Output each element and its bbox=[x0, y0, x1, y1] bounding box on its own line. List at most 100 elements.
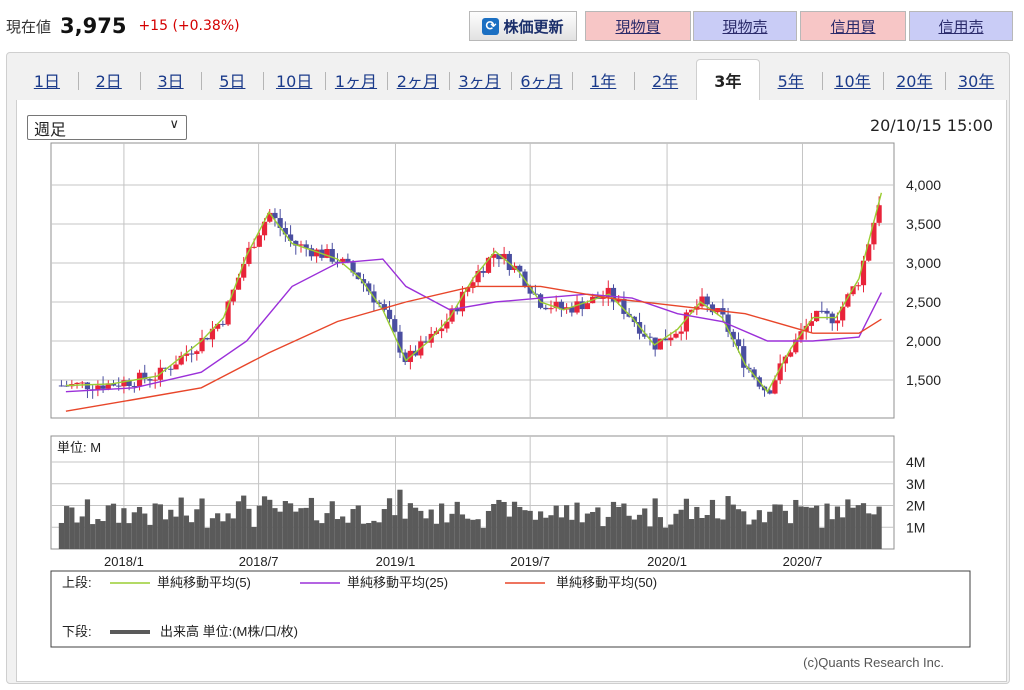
margin-buy-button[interactable]: 信用買 bbox=[800, 11, 906, 41]
volume-bar bbox=[798, 506, 804, 549]
volume-bar bbox=[272, 508, 278, 549]
candle-body bbox=[152, 379, 158, 381]
candle-body bbox=[58, 385, 65, 387]
candle-body bbox=[704, 296, 710, 305]
tab-30y[interactable]: 30年 bbox=[945, 60, 1007, 100]
volume-bar bbox=[793, 499, 799, 549]
candle-body bbox=[350, 262, 356, 273]
tab-10d[interactable]: 10日 bbox=[263, 60, 325, 100]
volume-bar bbox=[95, 519, 101, 549]
volume-bar bbox=[715, 518, 721, 549]
tab-2m[interactable]: 2ヶ月 bbox=[386, 60, 449, 100]
candle-body bbox=[220, 323, 226, 325]
candle-body bbox=[741, 346, 747, 368]
interval-select[interactable]: 週足 ∨ bbox=[27, 115, 187, 140]
volume-bar bbox=[522, 510, 528, 549]
candle-body bbox=[616, 298, 622, 302]
candle-body bbox=[808, 321, 815, 326]
candle-body bbox=[241, 263, 247, 278]
candle-body bbox=[860, 260, 867, 286]
volume-bar bbox=[840, 517, 846, 549]
candle-body bbox=[767, 390, 773, 394]
tab-5y[interactable]: 5年 bbox=[777, 72, 804, 91]
candle-body bbox=[725, 314, 731, 332]
volume-bar bbox=[501, 501, 507, 549]
tab-10y[interactable]: 10年 bbox=[821, 60, 884, 100]
candle-body bbox=[340, 258, 346, 262]
candle-body bbox=[501, 253, 507, 260]
tab-3m[interactable]: 3ヶ月 bbox=[448, 60, 511, 100]
volume-bar bbox=[58, 522, 65, 549]
candle-body bbox=[485, 257, 492, 273]
volume-bar bbox=[782, 510, 788, 549]
volume-bar bbox=[595, 507, 601, 549]
period-tabs: 1日 2日 3日 5日 10日 1ヶ月 2ヶ月 3ヶ月 6ヶ月 1年 2年 3年… bbox=[16, 59, 1007, 100]
volume-bar bbox=[105, 505, 111, 549]
price-tick-label: 3,000 bbox=[906, 255, 941, 271]
candle-body bbox=[855, 285, 861, 287]
candle-body bbox=[584, 303, 591, 310]
candle-body bbox=[683, 312, 690, 332]
candle-body bbox=[147, 379, 153, 381]
interval-select-value: 週足 bbox=[34, 119, 67, 139]
legend-ma50-label: 単純移動平均(50) bbox=[556, 575, 657, 590]
candle-body bbox=[329, 249, 335, 262]
volume-bar bbox=[485, 510, 492, 549]
chart-timestamp: 20/10/15 15:00 bbox=[869, 116, 993, 135]
volume-bar bbox=[407, 503, 413, 549]
volume-bar bbox=[308, 497, 315, 549]
candle-body bbox=[605, 287, 611, 298]
legend-ma5-label: 単純移動平均(5) bbox=[157, 575, 251, 590]
volume-bar bbox=[433, 523, 440, 549]
volume-bar bbox=[470, 519, 476, 549]
candle-body bbox=[496, 254, 502, 260]
candle-body bbox=[324, 249, 330, 258]
volume-bar bbox=[215, 513, 221, 549]
candle-body bbox=[126, 380, 132, 386]
candle-body bbox=[558, 301, 565, 310]
candle-body bbox=[642, 333, 648, 337]
volume-bar bbox=[110, 503, 117, 549]
tab-1d[interactable]: 1日 bbox=[33, 72, 60, 91]
tab-3d[interactable]: 3日 bbox=[139, 60, 202, 100]
volume-bar bbox=[480, 528, 486, 549]
candle-body bbox=[793, 339, 799, 353]
tab-2y[interactable]: 2年 bbox=[634, 60, 696, 100]
volume-bar bbox=[584, 513, 591, 549]
candle-body bbox=[215, 323, 221, 329]
tab-5d[interactable]: 5日 bbox=[201, 60, 263, 100]
volume-bar bbox=[465, 518, 471, 549]
volume-bar bbox=[116, 522, 122, 549]
tab-20y[interactable]: 20年 bbox=[883, 60, 945, 100]
volume-bar bbox=[183, 515, 190, 549]
volume-bar bbox=[324, 513, 330, 549]
tab-1y[interactable]: 1年 bbox=[572, 60, 634, 100]
candle-body bbox=[272, 212, 278, 219]
volume-bar bbox=[246, 508, 252, 549]
candle-body bbox=[465, 287, 471, 292]
margin-sell-button[interactable]: 信用売 bbox=[909, 11, 1013, 41]
volume-bar bbox=[689, 519, 695, 549]
spot-sell-button[interactable]: 現物売 bbox=[693, 11, 797, 41]
refresh-price-button[interactable]: ⟳ 株価更新 bbox=[469, 11, 577, 41]
volume-bar bbox=[683, 498, 690, 549]
volume-bar bbox=[777, 504, 783, 549]
spot-buy-button[interactable]: 現物買 bbox=[585, 11, 691, 41]
tab-3y[interactable]: 3年 bbox=[695, 59, 760, 100]
volume-bar bbox=[459, 514, 466, 549]
candle-body bbox=[866, 244, 872, 261]
candle-body bbox=[142, 372, 148, 380]
volume-bar bbox=[428, 509, 434, 549]
tab-1m[interactable]: 1ヶ月 bbox=[325, 60, 387, 100]
volume-bar bbox=[673, 513, 679, 549]
tab-2d[interactable]: 2日 bbox=[77, 60, 140, 100]
date-tick-label: 2020/1 bbox=[647, 554, 687, 569]
volume-bar bbox=[209, 518, 216, 549]
refresh-icon: ⟳ bbox=[482, 17, 500, 35]
volume-bar bbox=[386, 498, 393, 549]
tab-6m[interactable]: 6ヶ月 bbox=[510, 60, 573, 100]
volume-bar bbox=[64, 506, 70, 549]
volume-bar bbox=[329, 501, 335, 549]
price-tick-label: 2,500 bbox=[906, 294, 941, 310]
